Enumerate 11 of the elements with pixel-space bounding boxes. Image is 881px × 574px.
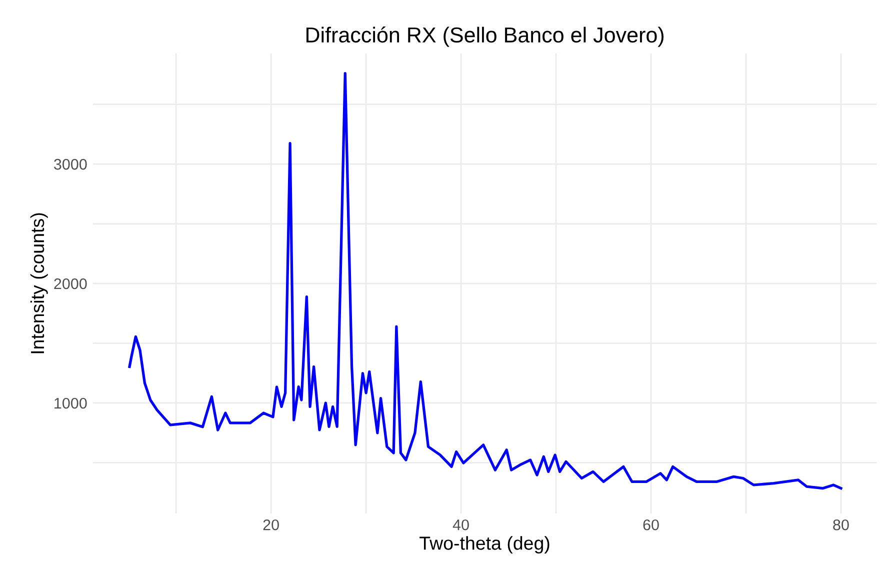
x-axis-title: Two-theta (deg): [420, 536, 550, 554]
x-tick-label: 20: [263, 519, 279, 530]
y-axis-title: Intensity (counts): [30, 213, 48, 354]
x-tick-label: 40: [452, 519, 469, 530]
y-tick-label: 2000: [54, 278, 87, 290]
chart-title: Difracción RX (Sello Banco el Jovero): [306, 26, 664, 47]
y-tick-label: 3000: [54, 158, 87, 170]
y-tick-label: 1000: [54, 398, 87, 409]
x-tick-label: 80: [833, 519, 849, 530]
x-tick-label: 60: [643, 519, 659, 530]
line-series: [128, 72, 842, 490]
